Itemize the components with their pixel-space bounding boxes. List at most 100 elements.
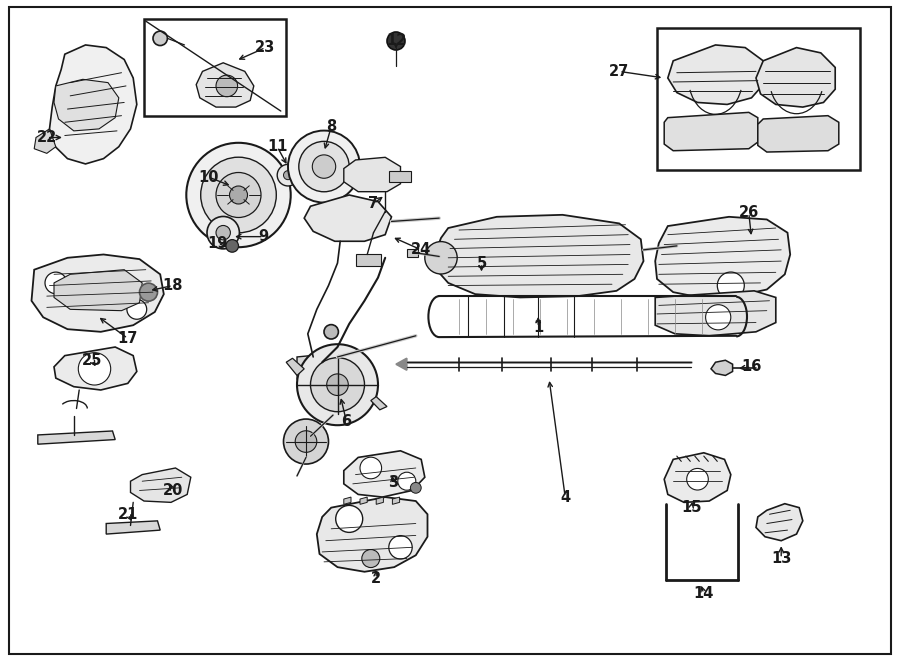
Circle shape (389, 535, 412, 559)
Polygon shape (286, 358, 304, 375)
Polygon shape (304, 195, 392, 241)
Text: 18: 18 (163, 278, 183, 293)
Bar (389, 171, 411, 182)
Polygon shape (34, 129, 56, 153)
Polygon shape (655, 291, 776, 336)
Text: 27: 27 (609, 64, 629, 79)
Text: 21: 21 (118, 507, 138, 522)
Polygon shape (297, 369, 306, 379)
Circle shape (284, 171, 292, 180)
Circle shape (230, 186, 248, 204)
Text: 1: 1 (533, 320, 544, 334)
Polygon shape (130, 468, 191, 502)
Text: 26: 26 (739, 206, 759, 220)
Text: 23: 23 (256, 40, 275, 55)
Bar (144, 19, 286, 116)
Polygon shape (711, 360, 733, 375)
Polygon shape (297, 354, 340, 371)
Circle shape (410, 483, 421, 493)
Circle shape (706, 305, 731, 330)
Circle shape (45, 272, 67, 293)
Polygon shape (756, 504, 803, 541)
Polygon shape (196, 63, 254, 107)
Text: 20: 20 (163, 483, 183, 498)
Polygon shape (344, 497, 351, 504)
Circle shape (310, 358, 365, 412)
Bar (657, 28, 860, 170)
Text: 16: 16 (742, 360, 761, 374)
Polygon shape (106, 521, 160, 534)
Text: 19: 19 (208, 236, 228, 251)
Text: 22: 22 (37, 130, 57, 145)
Circle shape (216, 173, 261, 217)
Text: 11: 11 (267, 139, 287, 154)
Text: 2: 2 (371, 571, 382, 586)
Circle shape (336, 506, 363, 532)
Circle shape (78, 352, 111, 385)
Circle shape (186, 143, 291, 247)
Polygon shape (344, 157, 400, 192)
Circle shape (327, 374, 348, 395)
Polygon shape (371, 397, 387, 410)
Text: 14: 14 (694, 586, 714, 601)
Text: 13: 13 (771, 551, 791, 566)
Text: 8: 8 (326, 120, 337, 134)
Circle shape (284, 419, 328, 464)
Polygon shape (54, 270, 142, 311)
Text: 10: 10 (199, 170, 219, 184)
Circle shape (360, 457, 382, 479)
Circle shape (140, 283, 158, 301)
Polygon shape (32, 254, 164, 332)
Circle shape (312, 155, 336, 178)
Polygon shape (392, 497, 400, 504)
Circle shape (717, 272, 744, 299)
Polygon shape (317, 497, 427, 572)
Polygon shape (360, 497, 367, 504)
Polygon shape (668, 45, 763, 104)
Circle shape (216, 75, 238, 97)
Text: 24: 24 (411, 243, 431, 257)
Circle shape (226, 239, 239, 253)
Circle shape (324, 325, 338, 339)
Text: 15: 15 (681, 500, 701, 515)
Circle shape (277, 165, 299, 186)
Polygon shape (396, 358, 407, 370)
Polygon shape (54, 347, 137, 390)
Circle shape (362, 549, 380, 568)
Circle shape (216, 225, 230, 240)
Text: 4: 4 (560, 490, 571, 504)
Text: 5: 5 (476, 256, 487, 270)
Circle shape (687, 469, 708, 490)
Circle shape (387, 32, 405, 50)
Polygon shape (756, 48, 835, 107)
Polygon shape (50, 45, 137, 164)
Circle shape (201, 157, 276, 233)
Polygon shape (54, 79, 119, 131)
Polygon shape (38, 431, 115, 444)
Text: 17: 17 (118, 331, 138, 346)
Circle shape (127, 299, 147, 319)
Text: 25: 25 (82, 353, 102, 368)
Text: 6: 6 (341, 414, 352, 429)
Circle shape (425, 241, 457, 274)
Circle shape (297, 344, 378, 425)
Polygon shape (673, 239, 700, 258)
Text: 3: 3 (388, 475, 399, 490)
Text: 12: 12 (386, 34, 406, 48)
Polygon shape (655, 217, 790, 297)
Bar (407, 249, 418, 257)
Polygon shape (436, 215, 644, 297)
Circle shape (295, 431, 317, 452)
Bar (356, 254, 381, 266)
Circle shape (153, 31, 167, 46)
Text: 7: 7 (368, 196, 379, 211)
Polygon shape (344, 451, 425, 497)
Circle shape (299, 141, 349, 192)
Circle shape (207, 216, 239, 249)
Polygon shape (664, 453, 731, 502)
Polygon shape (664, 112, 758, 151)
Polygon shape (376, 497, 383, 504)
Polygon shape (758, 116, 839, 152)
Circle shape (288, 131, 360, 202)
Text: 9: 9 (258, 229, 269, 244)
